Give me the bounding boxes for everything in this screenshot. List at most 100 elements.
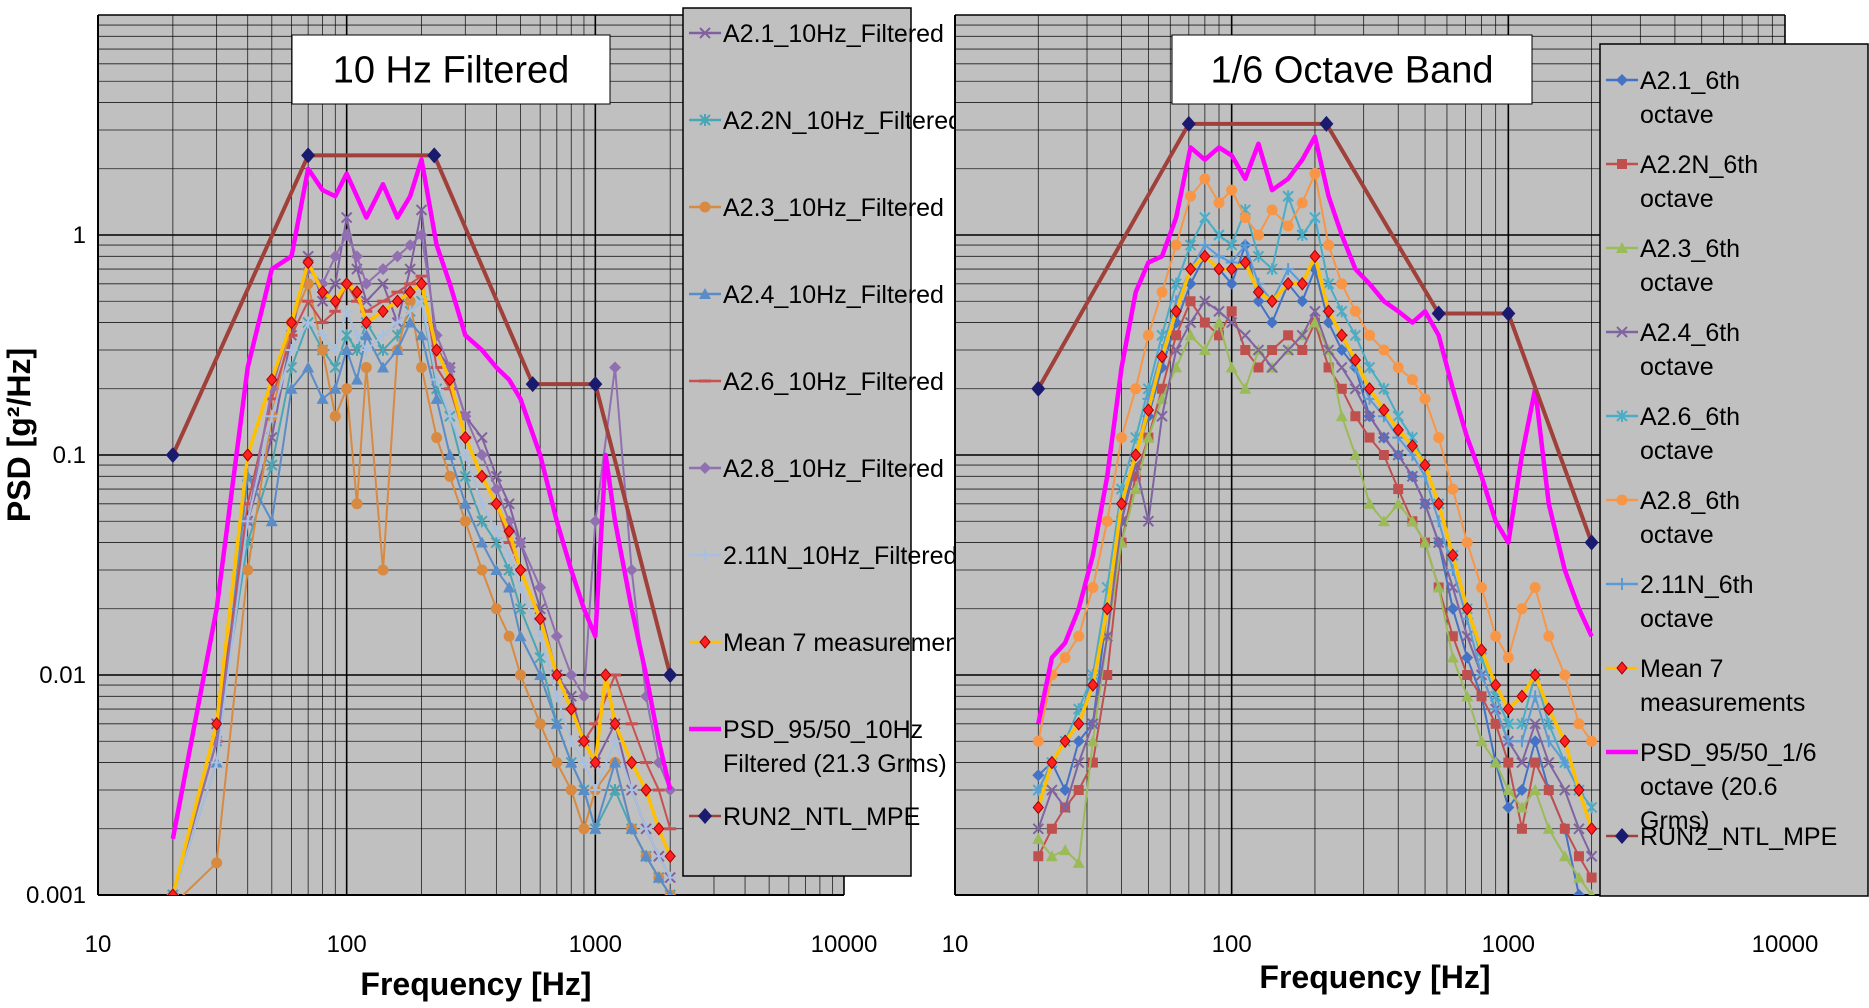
data-point-marker [1156,410,1168,422]
data-point-marker [577,784,590,796]
data-point-marker [550,630,563,643]
data-point-marker [699,288,711,299]
legend-box [682,7,912,877]
chart-title: 1/6 Octave Band [1210,50,1493,92]
data-point-marker [1282,277,1294,291]
data-point-marker [265,515,278,527]
data-point-marker [1432,536,1445,549]
data-point-marker [1072,735,1085,748]
data-point-marker [1046,823,1057,834]
data-point-marker [1559,669,1571,681]
data-point-marker [377,263,390,276]
data-point-marker [1406,515,1419,527]
legend: A2.1_6thoctaveA2.2N_6thoctaveA2.3_6thoct… [1599,43,1869,897]
data-point-marker [514,536,527,549]
data-point-marker [1489,703,1502,716]
data-point-marker [1045,850,1058,862]
legend-item: Mean 7 measurements [689,629,979,657]
data-point-marker [1489,756,1502,768]
data-point-marker [1336,361,1348,374]
data-point-marker [1490,630,1502,642]
series-9 [170,157,673,840]
data-point-marker [1615,828,1629,844]
data-point-marker [1170,344,1182,356]
data-point-marker [1296,329,1308,342]
data-point-marker [459,515,471,527]
data-point-marker [699,635,711,649]
x-axis-title: Frequency [Hz] [1259,959,1490,995]
legend-label: Mean 7 measurements [723,629,979,657]
data-point-marker [1350,411,1361,422]
data-point-marker [302,316,315,329]
data-point-marker [551,668,563,682]
series-line [181,282,672,895]
legend-label: RUN2_NTL_MPE [1640,823,1837,851]
data-point-marker [652,850,665,863]
data-point-marker [1490,718,1501,729]
data-point-marker [514,563,527,577]
data-point-marker [377,329,390,342]
data-point-marker [340,229,353,241]
series-group [1031,115,1599,895]
data-point-marker [459,410,472,423]
data-point-marker [589,755,601,770]
data-point-marker [266,372,278,387]
data-point-marker [1335,344,1348,357]
data-point-marker [1419,536,1432,548]
data-point-marker [1616,578,1628,590]
data-point-marker [1101,601,1113,616]
data-point-marker [415,329,428,341]
data-point-marker [565,756,578,768]
legend-label: RUN2_NTL_MPE [723,803,920,831]
data-point-marker [1616,242,1628,253]
x-axis-title: Frequency [Hz] [360,966,591,1002]
data-point-marker [377,344,389,357]
data-point-marker [664,871,677,884]
legend-label: Mean 7 [1640,655,1723,683]
data-point-marker [1252,250,1265,263]
data-point-marker [1543,785,1554,796]
x-tick-label: 100 [327,931,367,958]
data-point-marker [1559,823,1570,834]
data-point-marker [475,497,488,510]
data-point-marker [1185,190,1197,202]
data-point-marker [415,229,428,241]
data-point-marker [1266,316,1279,329]
legend-item: A2.3_10Hz_Filtered [689,194,944,222]
data-point-marker [1573,718,1585,730]
data-point-marker [1322,304,1335,319]
data-point-marker [1283,330,1294,341]
data-point-marker [1392,423,1404,437]
legend-label: PSD_95/50_1/6 [1640,739,1817,767]
data-point-marker [1087,718,1099,730]
data-point-marker [329,250,342,263]
x-tick-label: 10 [85,931,112,958]
data-point-marker [666,889,674,895]
data-point-marker [1181,115,1196,132]
legend-item: RUN2_NTL_MPE [1606,823,1837,851]
legend: A2.1_10Hz_Filtered A2.2N_10Hz_Filtered A2.… [682,7,979,877]
data-point-marker [1101,515,1113,527]
data-point-marker [1199,173,1211,185]
series-line [170,157,673,840]
data-point-marker [404,295,416,307]
data-point-marker [1502,784,1515,796]
data-point-marker [476,431,488,444]
data-point-marker [1266,263,1278,276]
data-point-marker [1199,249,1211,264]
y-tick-label: 0.001 [26,882,86,909]
data-point-marker [1447,631,1458,642]
data-point-marker [340,305,353,318]
legend-label: A2.6_10Hz_Filtered [723,368,944,396]
data-point-marker [1171,330,1182,341]
data-point-marker [329,344,342,357]
data-point-marker [1319,115,1334,132]
data-point-marker [1558,850,1571,862]
series-7 [166,295,677,895]
legend-label: Grms) [1640,807,1709,835]
data-point-marker [1199,317,1210,328]
data-point-marker [1588,889,1595,895]
series-line [171,275,672,895]
legend-item: A2.4_10Hz_Filtered [689,281,944,309]
